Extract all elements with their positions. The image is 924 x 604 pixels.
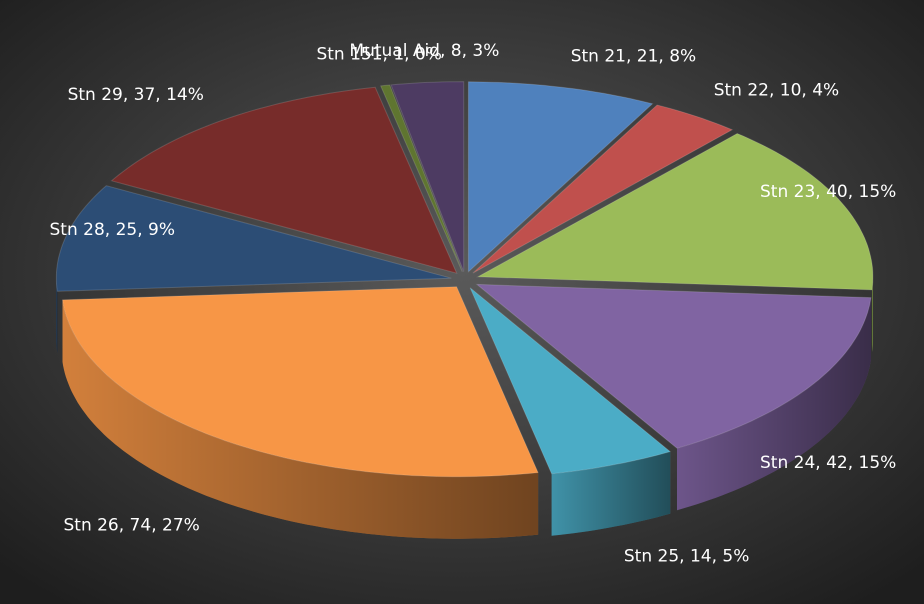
slice	[475, 283, 872, 449]
data-label: Stn 151, 1, 0%	[316, 44, 441, 64]
side-shade	[872, 276, 873, 352]
side-shade	[551, 451, 671, 536]
slice	[472, 104, 734, 274]
data-label: Stn 23, 40, 15%	[760, 182, 896, 202]
slice	[379, 84, 463, 273]
data-label: Stn 21, 21, 8%	[571, 47, 696, 67]
data-label: Stn 26, 74, 27%	[63, 516, 199, 536]
slice	[467, 81, 654, 273]
data-labels: Stn 21, 21, 8% Stn 22, 10, 4% Stn 23, 40, …	[50, 41, 897, 567]
slice-tops	[55, 81, 874, 478]
data-label: Stn 28, 25, 9%	[50, 220, 175, 240]
data-label: Stn 24, 42, 15%	[760, 453, 896, 473]
data-label: Mutual Aid, 8, 3%	[349, 41, 499, 61]
slice	[390, 81, 465, 272]
data-label: Stn 22, 10, 4%	[714, 80, 839, 100]
side-shade	[62, 299, 539, 539]
slice	[110, 86, 458, 274]
slice-sides	[56, 276, 873, 539]
slice	[55, 185, 452, 292]
slice	[476, 132, 874, 291]
side-shade	[677, 297, 871, 511]
slice	[61, 286, 539, 478]
data-label: Stn 29, 37, 14%	[68, 85, 204, 105]
side-shade	[56, 278, 58, 354]
data-label: Stn 25, 14, 5%	[624, 547, 749, 567]
slice	[469, 287, 672, 475]
